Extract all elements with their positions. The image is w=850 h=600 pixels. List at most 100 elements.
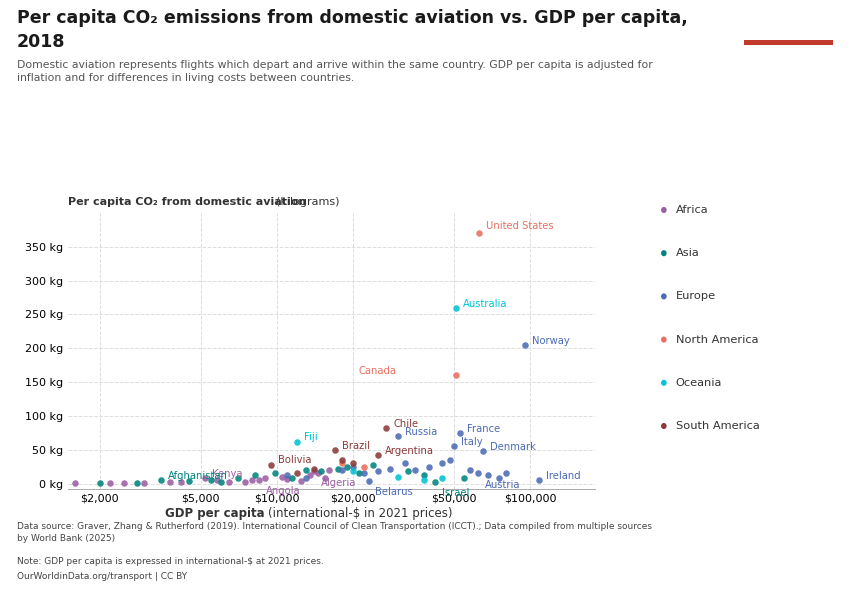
Point	[379, 424, 393, 433]
Point	[352, 469, 366, 478]
Text: Note: GDP per capita is expressed in international-$ at 2021 prices.: Note: GDP per capita is expressed in int…	[17, 557, 324, 566]
Text: Argentina: Argentina	[385, 446, 434, 456]
Point	[138, 478, 151, 488]
Point	[481, 470, 495, 480]
Point	[303, 470, 317, 480]
Text: Canada: Canada	[359, 366, 397, 376]
Point	[214, 478, 228, 487]
Text: South America: South America	[676, 421, 760, 431]
Text: Oceania: Oceania	[676, 378, 722, 388]
Text: Our World: Our World	[761, 11, 816, 20]
Point	[230, 473, 244, 483]
Point	[155, 475, 168, 485]
Point	[314, 467, 328, 476]
Text: Ireland: Ireland	[546, 471, 581, 481]
Point	[104, 478, 117, 487]
Point	[366, 460, 380, 469]
Point	[492, 473, 506, 483]
Point	[346, 458, 360, 468]
Text: Austria: Austria	[484, 479, 520, 490]
Text: Italy: Italy	[461, 437, 483, 447]
Text: Afghanistan: Afghanistan	[168, 471, 228, 481]
Point	[371, 451, 384, 460]
Point	[174, 477, 188, 487]
Point	[246, 475, 259, 485]
Text: Fiji: Fiji	[303, 433, 317, 442]
Point	[286, 473, 299, 482]
Point	[307, 464, 320, 473]
Point	[435, 473, 449, 483]
Text: GDP per capita: GDP per capita	[165, 507, 269, 520]
Point	[357, 469, 371, 478]
Text: Israel: Israel	[442, 488, 469, 497]
Text: Belarus: Belarus	[376, 487, 413, 497]
Point	[346, 467, 360, 476]
Point	[264, 460, 278, 469]
Point	[335, 458, 348, 468]
Text: Per capita CO₂ emissions from domestic aviation vs. GDP per capita,: Per capita CO₂ emissions from domestic a…	[17, 9, 688, 27]
Point	[204, 475, 218, 484]
Point	[68, 478, 82, 488]
Point	[401, 467, 415, 476]
Point	[450, 303, 463, 313]
Text: Domestic aviation represents flights which depart and arrive within the same cou: Domestic aviation represents flights whi…	[17, 60, 653, 83]
Point	[341, 462, 354, 472]
Point	[476, 446, 490, 456]
Point	[311, 469, 325, 478]
Point	[210, 475, 224, 485]
Text: United States: United States	[486, 221, 554, 232]
Point	[280, 470, 294, 480]
Point	[322, 465, 336, 475]
Point	[198, 473, 212, 483]
Text: Denmark: Denmark	[490, 442, 536, 452]
Point	[223, 478, 236, 487]
Text: Per capita CO₂ from domestic aviation: Per capita CO₂ from domestic aviation	[68, 197, 310, 207]
Point	[463, 465, 477, 475]
Point	[499, 469, 513, 478]
Point	[130, 478, 144, 488]
Text: Norway: Norway	[531, 336, 570, 346]
Text: Algeria: Algeria	[320, 478, 356, 488]
Point	[398, 458, 411, 468]
Point	[318, 473, 332, 483]
Text: France: France	[468, 424, 501, 434]
Point	[328, 445, 342, 455]
Text: Africa: Africa	[676, 205, 708, 215]
Point	[518, 340, 531, 350]
Text: Asia: Asia	[676, 248, 700, 258]
Point	[357, 462, 371, 472]
Text: (kilograms): (kilograms)	[276, 197, 340, 207]
Point	[335, 455, 348, 465]
Point	[443, 455, 456, 465]
Point	[435, 458, 449, 468]
Point	[37, 478, 50, 488]
Point	[335, 465, 348, 475]
Point	[428, 477, 442, 487]
Point	[307, 467, 320, 476]
Point	[238, 477, 252, 487]
Point	[248, 470, 262, 480]
Point	[471, 469, 484, 478]
Point	[417, 475, 431, 485]
Text: Australia: Australia	[463, 299, 507, 308]
Text: Chile: Chile	[393, 419, 418, 429]
Point	[457, 473, 471, 483]
Text: Russia: Russia	[405, 427, 437, 437]
Point	[299, 473, 313, 483]
Point	[450, 371, 463, 380]
Point	[258, 473, 272, 483]
Bar	[744, 40, 833, 45]
Point	[290, 469, 303, 478]
Text: OurWorldinData.org/transport | CC BY: OurWorldinData.org/transport | CC BY	[17, 572, 187, 581]
Text: Bolivia: Bolivia	[278, 455, 312, 466]
Point	[391, 472, 405, 482]
Point	[182, 476, 196, 485]
Point	[290, 437, 303, 446]
Text: Data source: Graver, Zhang & Rutherford (2019). International Council of Clean T: Data source: Graver, Zhang & Rutherford …	[17, 522, 652, 543]
Point	[346, 462, 360, 472]
Point	[447, 442, 461, 451]
Text: North America: North America	[676, 335, 758, 344]
Point	[391, 431, 405, 441]
Point	[422, 462, 436, 472]
Point	[275, 472, 289, 482]
